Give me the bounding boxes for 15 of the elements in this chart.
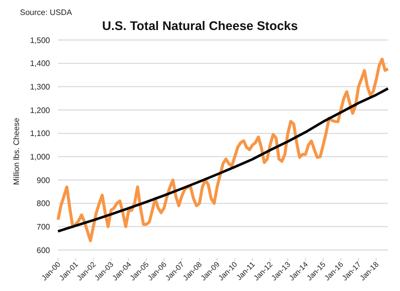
chart-title: U.S. Total Natural Cheese Stocks [101, 19, 299, 33]
y-tick-label: 800 [36, 199, 51, 208]
y-tick-label: 1,500 [30, 36, 51, 45]
y-tick-label: 1,200 [30, 106, 51, 115]
y-tick-label: 900 [36, 176, 51, 185]
y-axis-title: Million lbs. Cheese [12, 117, 21, 185]
y-tick-label: 1,400 [30, 59, 51, 68]
y-tick-label: 1,100 [30, 129, 51, 138]
line-series [56, 58, 390, 242]
line-series [56, 87, 390, 233]
source-note: Source: USDA [20, 8, 72, 17]
y-tick-label: 1,300 [30, 82, 51, 92]
y-tick-label: 600 [36, 246, 51, 255]
y-tick-label: 700 [36, 222, 51, 232]
y-tick-label: 1,000 [30, 152, 51, 162]
